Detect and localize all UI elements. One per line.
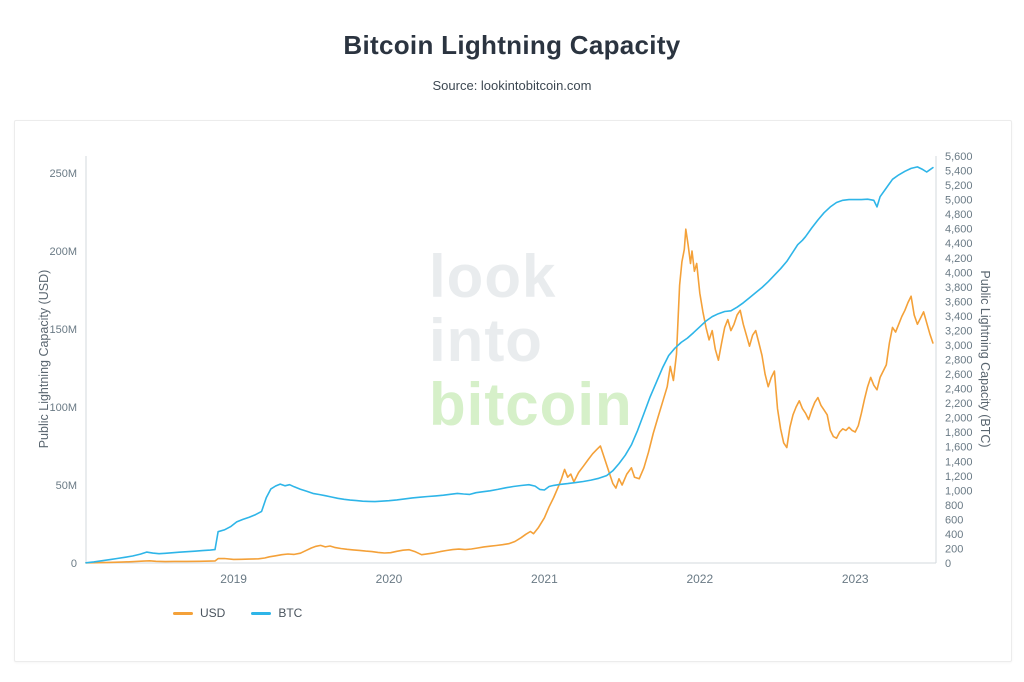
y-right-tick-label: 3,600: [945, 296, 973, 308]
page: Bitcoin Lightning Capacity Source: looki…: [0, 0, 1024, 662]
y-left-tick-label: 50M: [56, 480, 77, 492]
y-right-tick-label: 4,400: [945, 238, 973, 250]
y-right-tick-label: 3,000: [945, 340, 973, 352]
legend-item-btc[interactable]: BTC: [251, 606, 302, 620]
y-right-tick-label: 0: [945, 558, 951, 570]
capacity-chart[interactable]: look into bitcoin Public Lightning Capac…: [15, 121, 1011, 661]
y-right-tick-label: 1,200: [945, 471, 973, 483]
y-left-tick-label: 250M: [49, 168, 77, 180]
chart-legend: USD BTC: [173, 606, 302, 620]
y-right-tick-label: 1,000: [945, 485, 973, 497]
y-left-tick-label: 0: [71, 558, 77, 570]
y-right-tick-label: 5,000: [945, 195, 973, 207]
legend-label-usd: USD: [200, 606, 226, 620]
legend-item-usd[interactable]: USD: [173, 606, 225, 620]
y-right-tick-label: 3,800: [945, 282, 973, 294]
series-line-usd[interactable]: [85, 228, 934, 564]
series-line-btc[interactable]: [85, 166, 934, 564]
x-tick-label: 2022: [686, 572, 713, 586]
y-left-tick-label: 100M: [49, 402, 77, 414]
watermark-look: look: [429, 243, 556, 310]
y-right-tick-label: 600: [945, 514, 963, 526]
x-tick-label: 2021: [531, 572, 558, 586]
usd-line-swatch: [173, 611, 193, 615]
watermark-into: into: [429, 307, 543, 374]
y-right-tick-label: 200: [945, 543, 963, 555]
y-left-axis-title: Public Lightning Capacity (USD): [37, 270, 51, 449]
y-left-tick-label: 150M: [49, 324, 77, 336]
watermark-bitcoin: bitcoin: [429, 371, 633, 438]
y-right-tick-label: 4,800: [945, 209, 973, 221]
y-right-tick-label: 5,200: [945, 180, 973, 192]
y-right-tick-label: 2,400: [945, 384, 973, 396]
y-right-axis-title: Public Lightning Capacity (BTC): [978, 270, 992, 447]
y-right-tick-label: 2,000: [945, 413, 973, 425]
y-right-tick-label: 5,600: [945, 151, 973, 163]
y-right-tick-label: 1,800: [945, 427, 973, 439]
y-right-tick-label: 400: [945, 529, 963, 541]
y-right-tick-label: 3,200: [945, 325, 973, 337]
y-right-tick-label: 2,200: [945, 398, 973, 410]
y-right-tick-label: 5,400: [945, 166, 973, 178]
chart-card: look into bitcoin Public Lightning Capac…: [14, 120, 1012, 662]
page-title: Bitcoin Lightning Capacity: [343, 30, 681, 60]
y-right-tick-label: 1,600: [945, 442, 973, 454]
x-tick-label: 2023: [842, 572, 869, 586]
page-subtitle: Source: lookintobitcoin.com: [432, 78, 592, 93]
y-right-tick-label: 4,000: [945, 267, 973, 279]
x-tick-label: 2019: [220, 572, 247, 586]
y-right-tick-label: 3,400: [945, 311, 973, 323]
y-right-tick-label: 4,200: [945, 253, 973, 265]
y-right-tick-label: 4,600: [945, 224, 973, 236]
y-right-tick-label: 2,800: [945, 355, 973, 367]
legend-label-btc: BTC: [278, 606, 303, 620]
y-right-tick-label: 1,400: [945, 456, 973, 468]
x-tick-label: 2020: [376, 572, 403, 586]
btc-line-swatch: [251, 611, 272, 615]
y-right-tick-label: 800: [945, 500, 963, 512]
y-right-tick-label: 2,600: [945, 369, 973, 381]
y-left-tick-label: 200M: [49, 246, 77, 258]
